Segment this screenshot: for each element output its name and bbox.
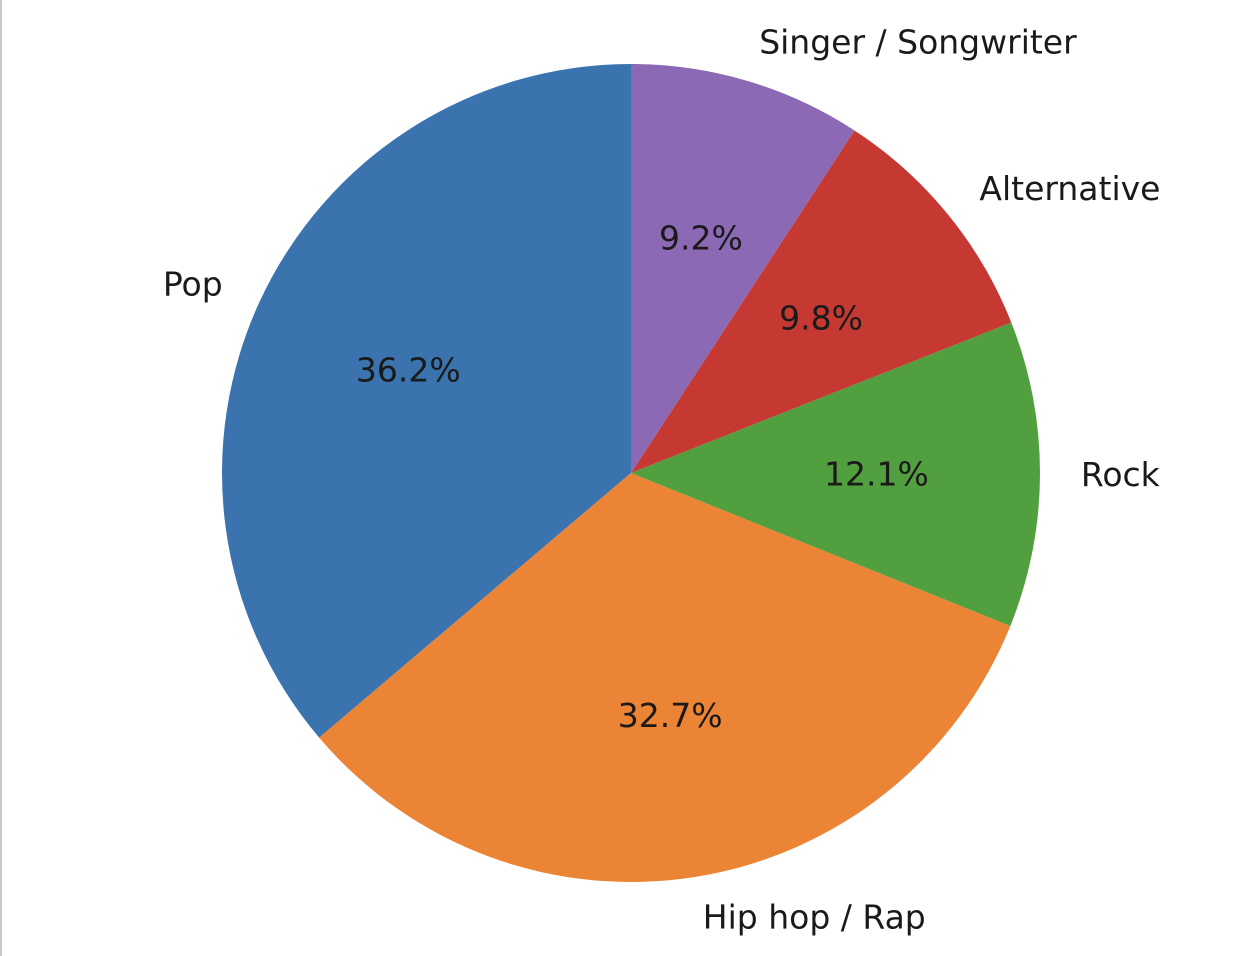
pie-category-label-pop: Pop [163, 265, 223, 304]
pie-category-label-hip-hop-rap: Hip hop / Rap [703, 898, 926, 937]
pie-percent-label-rock: 12.1% [824, 454, 929, 493]
pie-category-label-rock: Rock [1081, 455, 1161, 494]
pie-slice-alternative [631, 130, 1012, 473]
pie-percent-label-alternative: 9.8% [779, 298, 863, 337]
pie-slice-pop [221, 64, 631, 738]
pie-slice-hip-hop-rap [319, 473, 1011, 883]
pie-slice-singer-songwriter [631, 64, 855, 473]
pie-percent-label-singer-songwriter: 9.2% [659, 218, 743, 257]
pie-labels: 36.2% Pop 32.7% Hip hop / Rap 12.1% Rock 9.8% A… [163, 22, 1161, 936]
pie-percent-label-hip-hop-rap: 32.7% [618, 696, 723, 735]
pie-category-label-singer-songwriter: Singer / Songwriter [759, 22, 1077, 61]
pie-slice-rock [631, 322, 1041, 626]
pie-category-label-alternative: Alternative [979, 169, 1160, 208]
pie-slices [221, 64, 1041, 883]
pie-percent-label-pop: 36.2% [356, 350, 461, 389]
